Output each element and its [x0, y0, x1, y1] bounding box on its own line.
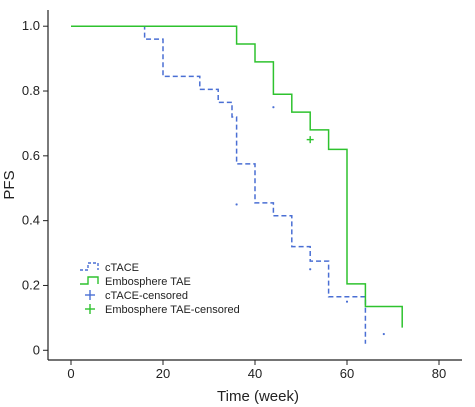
legend-item-embosphere-tae-censored: Embosphere TAE-censored	[85, 304, 240, 316]
x-tick-label: 80	[432, 366, 446, 381]
series-line-ctace	[71, 25, 367, 344]
y-axis-title: PFS	[1, 170, 18, 199]
series-ctace	[71, 25, 385, 344]
censor-mark-ctace	[272, 106, 275, 109]
legend-marker-embosphere-tae	[80, 276, 99, 285]
series-line-embosphere-tae	[71, 25, 403, 328]
legend-marker-ctace	[80, 262, 99, 271]
legend-label-embosphere-tae: Embosphere TAE	[105, 276, 191, 288]
legend-item-embosphere-tae: Embosphere TAE	[80, 276, 191, 288]
y-tick-label: 1.0	[22, 18, 40, 33]
censor-mark-ctace	[309, 268, 312, 271]
series-embosphere-tae	[71, 25, 403, 328]
x-tick-label: 40	[248, 366, 262, 381]
series-group	[71, 25, 403, 344]
y-tick-label: 0.4	[22, 213, 40, 228]
y-tick-label: 0.2	[22, 277, 40, 292]
x-axis-title: Time (week)	[217, 388, 299, 405]
legend-item-ctace-censored: cTACE-censored	[85, 290, 188, 302]
legend-label-ctace: cTACE	[105, 262, 139, 274]
legend-marker-ctace-censored	[85, 290, 95, 300]
y-tick-label: 0.8	[22, 83, 40, 98]
x-tick-label: 20	[156, 366, 170, 381]
ticks: 0 20 40 60 80 0 0.2 0.4 0.6 0.8 1.0	[22, 18, 446, 381]
x-tick-label: 0	[67, 366, 74, 381]
legend-label-ctace-censored: cTACE-censored	[105, 290, 188, 302]
y-tick-label: 0	[33, 342, 40, 357]
legend-item-ctace: cTACE	[80, 262, 139, 274]
legend: cTACE Embosphere TAE cTACE-censored Embosph…	[80, 262, 240, 316]
legend-label-embosphere-tae-censored: Embosphere TAE-censored	[105, 304, 240, 316]
censor-mark-ctace	[346, 300, 348, 303]
censor-mark-ctace	[382, 333, 385, 336]
censor-mark-ctace	[235, 203, 238, 206]
x-tick-label: 60	[340, 366, 354, 381]
censor-mark-embosphere-tae	[306, 136, 314, 144]
y-tick-label: 0.6	[22, 148, 40, 163]
legend-marker-embosphere-tae-censored	[85, 304, 95, 314]
